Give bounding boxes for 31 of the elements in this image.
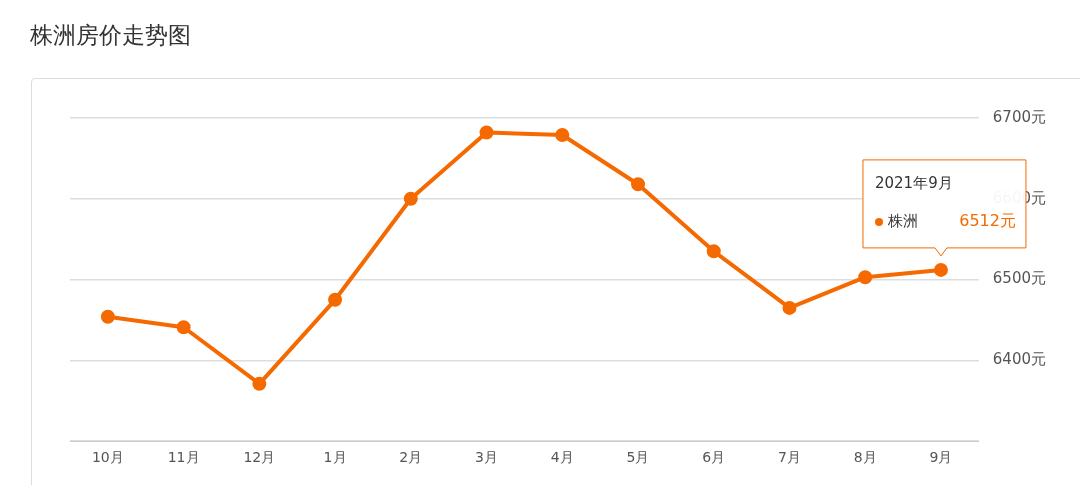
x-tick-label: 9月 [929,449,953,466]
point [403,191,418,206]
point [100,309,115,324]
point [555,127,570,142]
point [706,244,721,259]
point [328,292,343,307]
x-tick-label: 7月 [778,449,801,466]
y-tick-label: 6700元 [992,107,1047,126]
x-tick-label: 10月 [91,449,124,466]
chart-title: 株洲房价走势图 [30,21,191,50]
annotation: 2021年9月 [874,173,953,192]
y-tick-label: 6500元 [992,269,1047,288]
y-tick-label: 6400元 [992,350,1047,369]
x-tick-label: 12月 [243,449,276,466]
x-tick-label: 11月 [167,449,200,466]
point [858,270,873,285]
point [252,376,267,391]
x-tick-label: 8月 [853,449,877,466]
point [933,262,948,277]
x-tick-label: 5月 [626,449,650,466]
x-tick-label: 6月 [702,449,726,466]
data-label: 6512元 [959,211,1016,231]
point [176,320,191,335]
point [782,300,797,315]
x-tick-label: 2月 [399,449,423,466]
x-tick-label: 3月 [475,449,499,466]
point [479,125,494,140]
legend-label: 株洲 [886,211,918,230]
point [631,177,646,192]
x-tick-label: 1月 [323,449,347,466]
x-tick-label: 4月 [550,449,574,466]
